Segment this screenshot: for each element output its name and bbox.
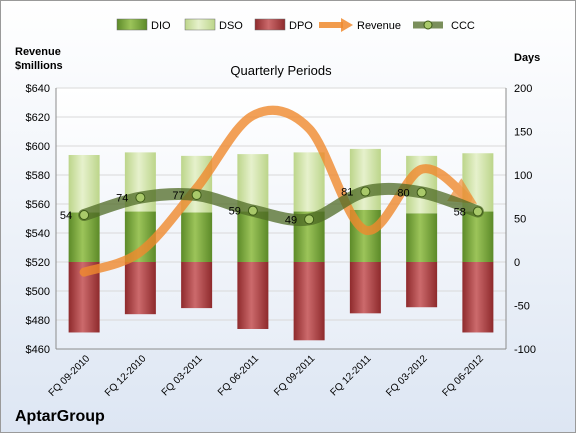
ccc-value-label: 81 (341, 187, 353, 199)
legend-label: CCC (451, 20, 475, 32)
bar-dso (293, 152, 325, 212)
category-label: FQ 06-2011 (216, 353, 261, 398)
ccc-labels: 54 74 77 59 49 81 80 58 (60, 187, 466, 227)
bar-dpo (406, 262, 438, 308)
bar-dpo (181, 262, 213, 309)
ccc-point (191, 190, 202, 201)
right-tick-label: 0 (514, 257, 520, 269)
left-tick-label: $640 (26, 83, 50, 95)
left-tick-label: $580 (26, 170, 50, 182)
ccc-point (79, 210, 90, 221)
left-axis-label-line1: Revenue (15, 46, 61, 58)
ccc-value-label: 74 (116, 193, 128, 205)
revenue-line (79, 105, 478, 277)
left-axis-ticks: $460 $480 $500 $520 $540 $560 $580 $600 $620 $640 (26, 83, 50, 356)
ccc-value-label: 59 (229, 206, 241, 218)
legend-label: DPO (289, 20, 313, 32)
bar-dpo (237, 262, 269, 329)
bar-dpo (462, 262, 494, 333)
bar-dpo (124, 262, 156, 315)
legend-swatch (116, 18, 148, 31)
left-tick-label: $600 (26, 141, 50, 153)
category-label: FQ 03-2012 (384, 353, 430, 399)
left-axis-label-line2: $millions (15, 60, 63, 72)
right-tick-label: 50 (514, 214, 526, 226)
category-label: FQ 12-2010 (103, 353, 149, 399)
right-tick-label: -50 (514, 301, 530, 313)
company-name: AptarGroup (15, 408, 105, 425)
right-tick-label: 100 (514, 170, 532, 182)
ccc-point (247, 205, 258, 216)
left-tick-label: $500 (26, 286, 50, 298)
left-tick-label: $460 (26, 344, 50, 356)
right-tick-label: -100 (514, 344, 536, 356)
left-tick-label: $540 (26, 228, 50, 240)
legend-label: DSO (219, 20, 243, 32)
category-ticks: FQ 09-2010 FQ 12-2010 FQ 03-2011 FQ 06-2011… (47, 353, 487, 399)
ccc-point (360, 186, 371, 197)
ccc-point (416, 187, 427, 198)
right-tick-label: 150 (514, 127, 532, 139)
ccc-point (304, 214, 315, 225)
ccc-value-label: 54 (60, 210, 72, 222)
category-label: FQ 06-2012 (440, 353, 486, 399)
legend-label: Revenue (357, 20, 401, 32)
left-tick-label: $480 (26, 315, 50, 327)
right-tick-label: 200 (514, 83, 532, 95)
category-label: FQ 12-2011 (329, 353, 374, 398)
lines (78, 105, 484, 277)
left-tick-label: $560 (26, 199, 50, 211)
bar-dio (462, 211, 494, 262)
bar-dio (237, 211, 269, 262)
chart-title: Quarterly Periods (230, 63, 332, 78)
category-label: FQ 03-2011 (160, 353, 205, 398)
legend-swatch-revenue-head (341, 18, 353, 32)
ccc-value-label: 80 (397, 187, 409, 199)
legend: DIO DSO DPO Revenue CCC (116, 18, 475, 32)
legend-swatch (254, 18, 286, 31)
legend-swatch-ccc-point (423, 20, 433, 30)
bar-dso (68, 154, 100, 213)
bar-dpo (293, 262, 325, 341)
bar-dio (406, 213, 438, 262)
right-axis-ticks: -100 -50 0 50 100 150 200 (514, 83, 536, 356)
ccc-value-label: 77 (172, 190, 184, 202)
ccc-line (78, 182, 484, 227)
ccc-point (472, 206, 483, 217)
bar-dpo (349, 262, 381, 314)
category-label: FQ 09-2011 (272, 353, 317, 398)
right-axis-label: Days (514, 52, 540, 64)
ccc-value-label: 49 (285, 214, 297, 226)
ccc-value-label: 58 (454, 207, 466, 219)
legend-swatch (184, 18, 216, 31)
ccc-point (135, 192, 146, 203)
left-tick-label: $520 (26, 257, 50, 269)
legend-label: DIO (151, 20, 171, 32)
category-label: FQ 09-2010 (47, 353, 93, 399)
left-tick-label: $620 (26, 112, 50, 124)
bar-dio (181, 212, 213, 262)
